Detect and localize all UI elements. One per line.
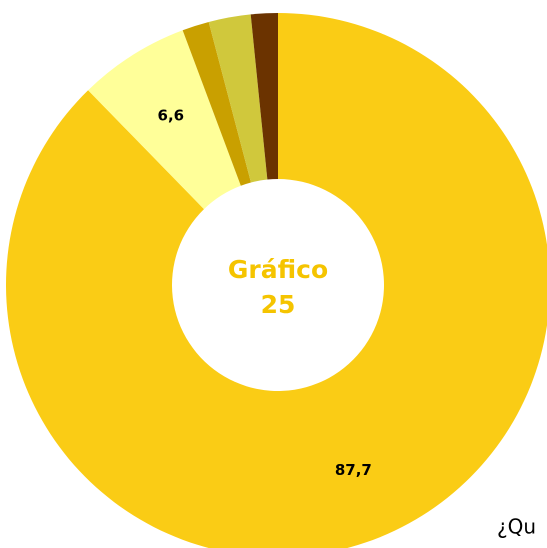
slice [88,30,241,210]
data-label: 6,6 [158,107,185,125]
center-title: Gráfico [228,255,328,284]
data-label: 87,7 [335,461,372,479]
slice [208,14,268,183]
center-title: 25 [261,290,296,319]
slices [6,13,547,548]
slice [250,13,278,180]
footer-text: ¿Qu [497,515,536,539]
slice [6,13,547,548]
slice [182,21,251,186]
